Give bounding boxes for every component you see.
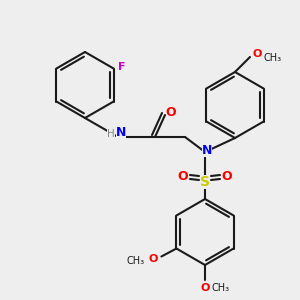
Text: O: O [222, 170, 232, 184]
Text: S: S [200, 175, 210, 189]
Text: O: O [166, 106, 176, 118]
Text: O: O [200, 283, 210, 293]
Text: F: F [118, 61, 125, 71]
Text: O: O [178, 170, 188, 184]
Text: CH₃: CH₃ [126, 256, 145, 266]
Text: O: O [149, 254, 158, 263]
Text: H: H [107, 129, 115, 139]
Text: O: O [252, 49, 262, 59]
Text: CH₃: CH₃ [264, 53, 282, 63]
Text: CH₃: CH₃ [212, 283, 230, 293]
Text: N: N [116, 127, 126, 140]
Text: N: N [202, 143, 212, 157]
